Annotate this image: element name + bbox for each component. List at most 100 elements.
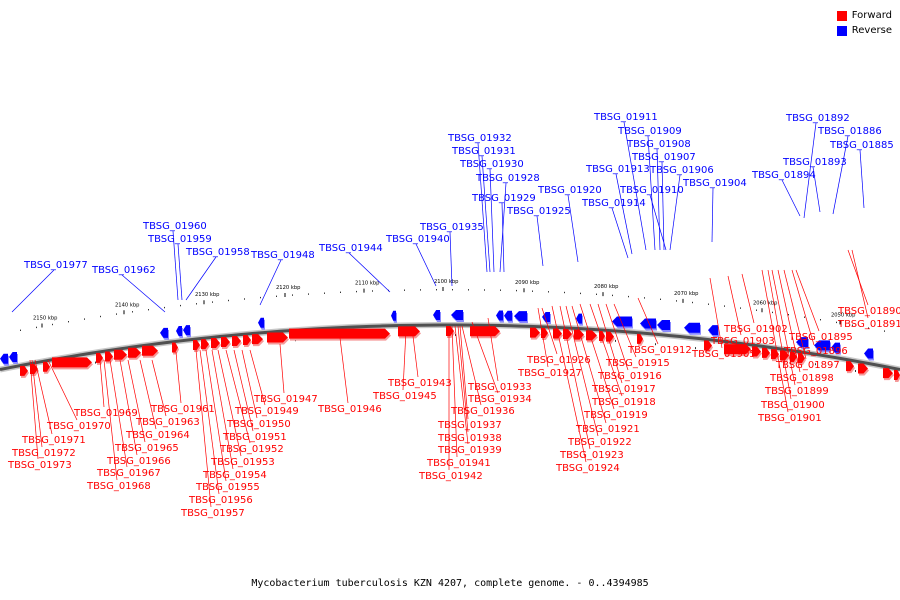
forward-gene-label: TBSG_01964 bbox=[125, 430, 190, 441]
forward-gene-label: TBSG_01937 bbox=[437, 420, 502, 431]
forward-gene-label: TBSG_01957 bbox=[180, 508, 245, 519]
forward-gene-arrow bbox=[52, 357, 92, 368]
forward-swatch bbox=[836, 10, 847, 21]
scale-dot bbox=[580, 292, 581, 295]
reverse-gene-arrow bbox=[814, 340, 830, 351]
forward-gene-arrow bbox=[221, 337, 230, 348]
scale-tick-label: 2050 kbp bbox=[831, 312, 856, 318]
forward-gene-label: TBSG_01902 bbox=[723, 324, 788, 335]
scale-dot bbox=[404, 289, 405, 291]
legend-forward-label: Forward bbox=[851, 10, 892, 21]
scale-dot bbox=[596, 293, 597, 295]
forward-gene-arrow bbox=[201, 339, 209, 350]
forward-leader-line bbox=[127, 359, 146, 443]
reverse-gene-label: TBSG_01892 bbox=[785, 113, 850, 124]
scale-dot bbox=[820, 319, 821, 321]
forward-gene-label: TBSG_01917 bbox=[591, 384, 656, 395]
forward-gene-label: TBSG_01942 bbox=[418, 471, 483, 482]
reverse-leader-line bbox=[477, 142, 488, 273]
reverse-leader-line bbox=[647, 135, 656, 251]
forward-gene-label: TBSG_01896 bbox=[783, 346, 848, 357]
forward-gene-label: TBSG_01926 bbox=[526, 355, 591, 366]
reverse-leader-line bbox=[812, 166, 821, 213]
forward-leader-line bbox=[613, 303, 637, 358]
forward-leader-line bbox=[109, 359, 128, 468]
forward-gene-arrow bbox=[798, 353, 805, 364]
forward-leader-line bbox=[279, 343, 285, 394]
scale-tick-label: 2140 kbp bbox=[115, 302, 140, 308]
scale-dot bbox=[84, 318, 85, 320]
reverse-gene-label: TBSG_01914 bbox=[581, 198, 646, 209]
scale-tick-label: 2100 kbp bbox=[434, 279, 459, 285]
reverse-gene-label: TBSG_01962 bbox=[91, 265, 156, 276]
forward-leader-line bbox=[411, 327, 419, 378]
forward-leader-line bbox=[767, 269, 792, 400]
forward-gene-arrow bbox=[211, 338, 220, 349]
forward-leader-line bbox=[451, 325, 458, 458]
scale-dot bbox=[692, 301, 693, 304]
forward-gene-label: TBSG_01895 bbox=[788, 332, 853, 343]
forward-gene-label: TBSG_01943 bbox=[387, 378, 452, 389]
forward-gene-label: TBSG_01967 bbox=[96, 468, 161, 479]
reverse-gene-label: TBSG_01894 bbox=[751, 170, 816, 181]
reverse-gene-label: TBSG_01920 bbox=[537, 185, 602, 196]
reverse-leader-line bbox=[11, 269, 55, 313]
forward-leader-line bbox=[249, 349, 266, 406]
scale-dot bbox=[372, 290, 373, 292]
forward-gene-label: TBSG_01912 bbox=[627, 345, 692, 356]
forward-leader-line bbox=[541, 307, 558, 355]
forward-gene-arrow bbox=[232, 335, 241, 346]
forward-gene-arrow bbox=[470, 326, 500, 337]
forward-gene-arrow bbox=[704, 340, 712, 351]
reverse-gene-arrow bbox=[831, 342, 840, 353]
forward-gene-arrow bbox=[114, 349, 127, 360]
scale-dot bbox=[660, 298, 661, 300]
forward-leader-line bbox=[571, 305, 607, 424]
forward-gene-label: TBSG_01934 bbox=[467, 394, 532, 405]
scale-dot bbox=[436, 289, 437, 291]
reverse-gene-arrow bbox=[864, 348, 873, 359]
reverse-leader-line bbox=[711, 187, 714, 243]
forward-leader-line bbox=[471, 321, 499, 394]
scale-dot bbox=[708, 303, 709, 305]
forward-gene-arrow bbox=[586, 330, 597, 341]
forward-gene-arrow bbox=[289, 328, 390, 339]
legend-item-reverse: Reverse bbox=[836, 23, 892, 38]
scale-dot bbox=[420, 289, 421, 291]
lower-scale-dot bbox=[615, 339, 616, 342]
forward-leader-line bbox=[565, 305, 599, 437]
lower-scale-dot bbox=[815, 363, 816, 366]
reverse-leader-line bbox=[536, 215, 544, 267]
scale-dot bbox=[340, 291, 341, 293]
scale-dot bbox=[548, 291, 549, 293]
scale-dot bbox=[468, 289, 469, 291]
reverse-gene-label: TBSG_01929 bbox=[471, 193, 536, 204]
forward-gene-arrow bbox=[858, 363, 868, 374]
legend-reverse-label: Reverse bbox=[851, 25, 892, 36]
reverse-gene-arrow bbox=[0, 353, 8, 364]
scale-dot bbox=[836, 321, 837, 324]
scale-tick-label: 2060 kbp bbox=[753, 300, 778, 306]
forward-gene-label: TBSG_01924 bbox=[555, 463, 620, 474]
reverse-leader-line bbox=[611, 207, 629, 259]
scale-tick-label: 2120 kbp bbox=[276, 285, 301, 291]
forward-leader-line bbox=[205, 349, 227, 482]
forward-gene-label: TBSG_01900 bbox=[760, 400, 825, 411]
scale-dot bbox=[788, 314, 789, 316]
reverse-leader-line bbox=[489, 168, 495, 273]
reverse-leader-line bbox=[623, 121, 647, 251]
reverse-gene-label: TBSG_01910 bbox=[619, 185, 684, 196]
scale-dot bbox=[324, 292, 325, 294]
reverse-gene-label: TBSG_01906 bbox=[649, 165, 714, 176]
forward-leader-line bbox=[211, 349, 234, 470]
forward-leader-line bbox=[461, 325, 482, 406]
reverse-gene-arrow bbox=[451, 310, 463, 321]
scale-dot bbox=[564, 291, 565, 294]
scale-dot bbox=[500, 289, 501, 291]
scale-tick-label: 2130 kbp bbox=[195, 292, 220, 298]
scale-dot bbox=[276, 295, 277, 297]
forward-leader-line bbox=[637, 297, 659, 345]
forward-gene-label: TBSG_01890 bbox=[837, 306, 900, 317]
forward-gene-label: TBSG_01969 bbox=[73, 408, 138, 419]
